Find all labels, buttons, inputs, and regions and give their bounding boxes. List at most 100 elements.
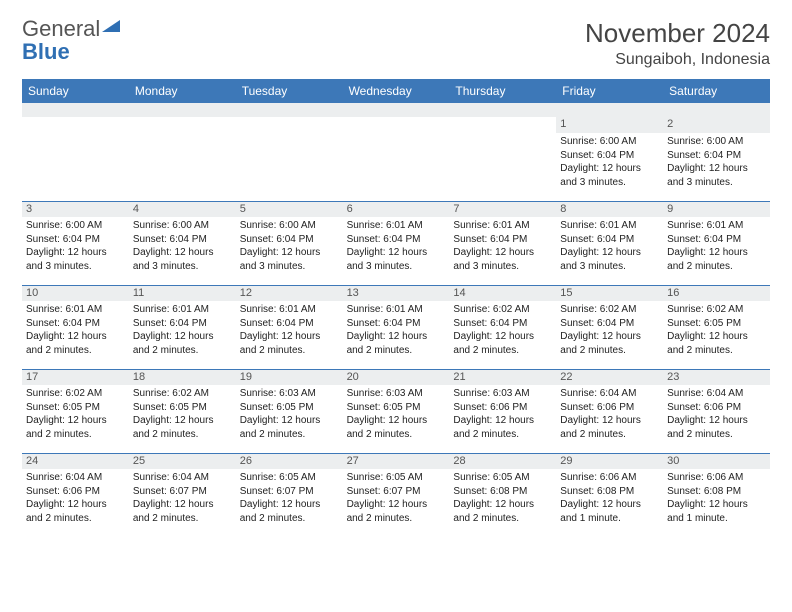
- daylight-text: Daylight: 12 hours and 2 minutes.: [453, 498, 552, 525]
- sunset-text: Sunset: 6:05 PM: [240, 401, 339, 415]
- daylight-text: Daylight: 12 hours and 3 minutes.: [240, 246, 339, 273]
- sunset-text: Sunset: 6:06 PM: [667, 401, 766, 415]
- day-cell: 10Sunrise: 6:01 AMSunset: 6:04 PMDayligh…: [22, 285, 129, 369]
- day-cell: 22Sunrise: 6:04 AMSunset: 6:06 PMDayligh…: [556, 369, 663, 453]
- brand-logo: General Blue: [22, 18, 122, 64]
- daylight-text: Daylight: 12 hours and 2 minutes.: [347, 330, 446, 357]
- day-cell: 25Sunrise: 6:04 AMSunset: 6:07 PMDayligh…: [129, 453, 236, 537]
- day-details: Sunrise: 6:00 AMSunset: 6:04 PMDaylight:…: [22, 217, 129, 279]
- day-number: 9: [663, 201, 770, 217]
- daylight-text: Daylight: 12 hours and 1 minute.: [560, 498, 659, 525]
- day-details: Sunrise: 6:00 AMSunset: 6:04 PMDaylight:…: [663, 133, 770, 195]
- day-details: Sunrise: 6:04 AMSunset: 6:07 PMDaylight:…: [129, 469, 236, 531]
- day-cell: 8Sunrise: 6:01 AMSunset: 6:04 PMDaylight…: [556, 201, 663, 285]
- weeks-container: 1Sunrise: 6:00 AMSunset: 6:04 PMDaylight…: [22, 117, 770, 537]
- sunset-text: Sunset: 6:04 PM: [560, 149, 659, 163]
- day-details: Sunrise: 6:06 AMSunset: 6:08 PMDaylight:…: [663, 469, 770, 531]
- daylight-text: Daylight: 12 hours and 2 minutes.: [667, 246, 766, 273]
- sunset-text: Sunset: 6:04 PM: [347, 317, 446, 331]
- sunset-text: Sunset: 6:05 PM: [347, 401, 446, 415]
- sunset-text: Sunset: 6:06 PM: [453, 401, 552, 415]
- day-cell: 2Sunrise: 6:00 AMSunset: 6:04 PMDaylight…: [663, 117, 770, 201]
- sunrise-text: Sunrise: 6:01 AM: [667, 219, 766, 233]
- sunset-text: Sunset: 6:04 PM: [453, 317, 552, 331]
- sunrise-text: Sunrise: 6:06 AM: [667, 471, 766, 485]
- sunrise-text: Sunrise: 6:04 AM: [560, 387, 659, 401]
- day-number: 23: [663, 369, 770, 385]
- day-cell: [236, 117, 343, 201]
- sunrise-text: Sunrise: 6:03 AM: [453, 387, 552, 401]
- sunrise-text: Sunrise: 6:04 AM: [667, 387, 766, 401]
- day-details: Sunrise: 6:00 AMSunset: 6:04 PMDaylight:…: [556, 133, 663, 195]
- day-number: 30: [663, 453, 770, 469]
- day-cell: 12Sunrise: 6:01 AMSunset: 6:04 PMDayligh…: [236, 285, 343, 369]
- daylight-text: Daylight: 12 hours and 2 minutes.: [26, 498, 125, 525]
- sunset-text: Sunset: 6:08 PM: [560, 485, 659, 499]
- daylight-text: Daylight: 12 hours and 2 minutes.: [26, 330, 125, 357]
- sunrise-text: Sunrise: 6:04 AM: [26, 471, 125, 485]
- day-details: Sunrise: 6:01 AMSunset: 6:04 PMDaylight:…: [343, 217, 450, 279]
- day-details: Sunrise: 6:03 AMSunset: 6:05 PMDaylight:…: [343, 385, 450, 447]
- day-details: Sunrise: 6:01 AMSunset: 6:04 PMDaylight:…: [449, 217, 556, 279]
- day-details: Sunrise: 6:02 AMSunset: 6:04 PMDaylight:…: [449, 301, 556, 363]
- sunrise-text: Sunrise: 6:00 AM: [26, 219, 125, 233]
- day-cell: 9Sunrise: 6:01 AMSunset: 6:04 PMDaylight…: [663, 201, 770, 285]
- daylight-text: Daylight: 12 hours and 2 minutes.: [26, 414, 125, 441]
- day-cell: 28Sunrise: 6:05 AMSunset: 6:08 PMDayligh…: [449, 453, 556, 537]
- day-number: 20: [343, 369, 450, 385]
- title-block: November 2024 Sungaiboh, Indonesia: [585, 18, 770, 69]
- day-number: 16: [663, 285, 770, 301]
- sunrise-text: Sunrise: 6:01 AM: [560, 219, 659, 233]
- sunset-text: Sunset: 6:07 PM: [347, 485, 446, 499]
- day-cell: 29Sunrise: 6:06 AMSunset: 6:08 PMDayligh…: [556, 453, 663, 537]
- day-details: Sunrise: 6:02 AMSunset: 6:05 PMDaylight:…: [22, 385, 129, 447]
- sunrise-text: Sunrise: 6:05 AM: [453, 471, 552, 485]
- sunrise-text: Sunrise: 6:01 AM: [453, 219, 552, 233]
- daylight-text: Daylight: 12 hours and 3 minutes.: [667, 162, 766, 189]
- header-spacer: [22, 103, 770, 117]
- day-details: Sunrise: 6:05 AMSunset: 6:07 PMDaylight:…: [236, 469, 343, 531]
- day-cell: 6Sunrise: 6:01 AMSunset: 6:04 PMDaylight…: [343, 201, 450, 285]
- sunset-text: Sunset: 6:05 PM: [667, 317, 766, 331]
- day-header-cell: Wednesday: [343, 79, 450, 103]
- day-cell: 5Sunrise: 6:00 AMSunset: 6:04 PMDaylight…: [236, 201, 343, 285]
- sunrise-text: Sunrise: 6:00 AM: [240, 219, 339, 233]
- day-header-row: SundayMondayTuesdayWednesdayThursdayFrid…: [22, 79, 770, 103]
- day-number: 10: [22, 285, 129, 301]
- sunrise-text: Sunrise: 6:02 AM: [667, 303, 766, 317]
- daylight-text: Daylight: 12 hours and 3 minutes.: [347, 246, 446, 273]
- day-number: 22: [556, 369, 663, 385]
- day-cell: 11Sunrise: 6:01 AMSunset: 6:04 PMDayligh…: [129, 285, 236, 369]
- sunset-text: Sunset: 6:04 PM: [240, 317, 339, 331]
- sunrise-text: Sunrise: 6:03 AM: [347, 387, 446, 401]
- day-number: 4: [129, 201, 236, 217]
- daylight-text: Daylight: 12 hours and 2 minutes.: [453, 414, 552, 441]
- sunrise-text: Sunrise: 6:05 AM: [347, 471, 446, 485]
- sunrise-text: Sunrise: 6:01 AM: [133, 303, 232, 317]
- day-number: 3: [22, 201, 129, 217]
- day-cell: 14Sunrise: 6:02 AMSunset: 6:04 PMDayligh…: [449, 285, 556, 369]
- day-number: 14: [449, 285, 556, 301]
- day-cell: 23 Sunrise: 6:04 AMSunset: 6:06 PMDayligh…: [663, 369, 770, 453]
- day-details: Sunrise: 6:01 AMSunset: 6:04 PMDaylight:…: [556, 217, 663, 279]
- week-row: 1Sunrise: 6:00 AMSunset: 6:04 PMDaylight…: [22, 117, 770, 201]
- day-cell: 3Sunrise: 6:00 AMSunset: 6:04 PMDaylight…: [22, 201, 129, 285]
- day-header-cell: Sunday: [22, 79, 129, 103]
- sunset-text: Sunset: 6:04 PM: [560, 317, 659, 331]
- daylight-text: Daylight: 12 hours and 3 minutes.: [453, 246, 552, 273]
- sunset-text: Sunset: 6:04 PM: [240, 233, 339, 247]
- sunrise-text: Sunrise: 6:05 AM: [240, 471, 339, 485]
- sunrise-text: Sunrise: 6:02 AM: [26, 387, 125, 401]
- day-number: 17: [22, 369, 129, 385]
- sunset-text: Sunset: 6:04 PM: [560, 233, 659, 247]
- daylight-text: Daylight: 12 hours and 3 minutes.: [133, 246, 232, 273]
- daylight-text: Daylight: 12 hours and 3 minutes.: [26, 246, 125, 273]
- day-number: 11: [129, 285, 236, 301]
- daylight-text: Daylight: 12 hours and 2 minutes.: [240, 498, 339, 525]
- week-row: 10Sunrise: 6:01 AMSunset: 6:04 PMDayligh…: [22, 285, 770, 369]
- daylight-text: Daylight: 12 hours and 2 minutes.: [667, 414, 766, 441]
- day-cell: 26Sunrise: 6:05 AMSunset: 6:07 PMDayligh…: [236, 453, 343, 537]
- daylight-text: Daylight: 12 hours and 2 minutes.: [240, 330, 339, 357]
- day-details: Sunrise: 6:06 AMSunset: 6:08 PMDaylight:…: [556, 469, 663, 531]
- day-number: 6: [343, 201, 450, 217]
